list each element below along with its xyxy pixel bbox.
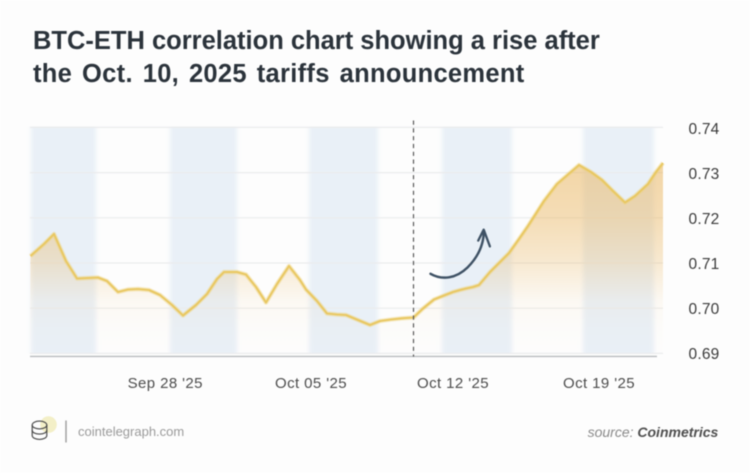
svg-text:0.74: 0.74 xyxy=(689,121,720,138)
svg-text:Oct 12 '25: Oct 12 '25 xyxy=(417,375,489,392)
svg-text:0.70: 0.70 xyxy=(689,301,720,318)
svg-text:0.71: 0.71 xyxy=(689,256,720,273)
svg-text:0.73: 0.73 xyxy=(689,166,720,183)
svg-text:0.72: 0.72 xyxy=(689,211,720,228)
svg-text:Oct 05 '25: Oct 05 '25 xyxy=(275,375,347,392)
svg-text:Sep 28 '25: Sep 28 '25 xyxy=(128,375,203,392)
svg-text:Oct 19 '25: Oct 19 '25 xyxy=(563,375,635,392)
svg-text:0.69: 0.69 xyxy=(689,346,720,363)
